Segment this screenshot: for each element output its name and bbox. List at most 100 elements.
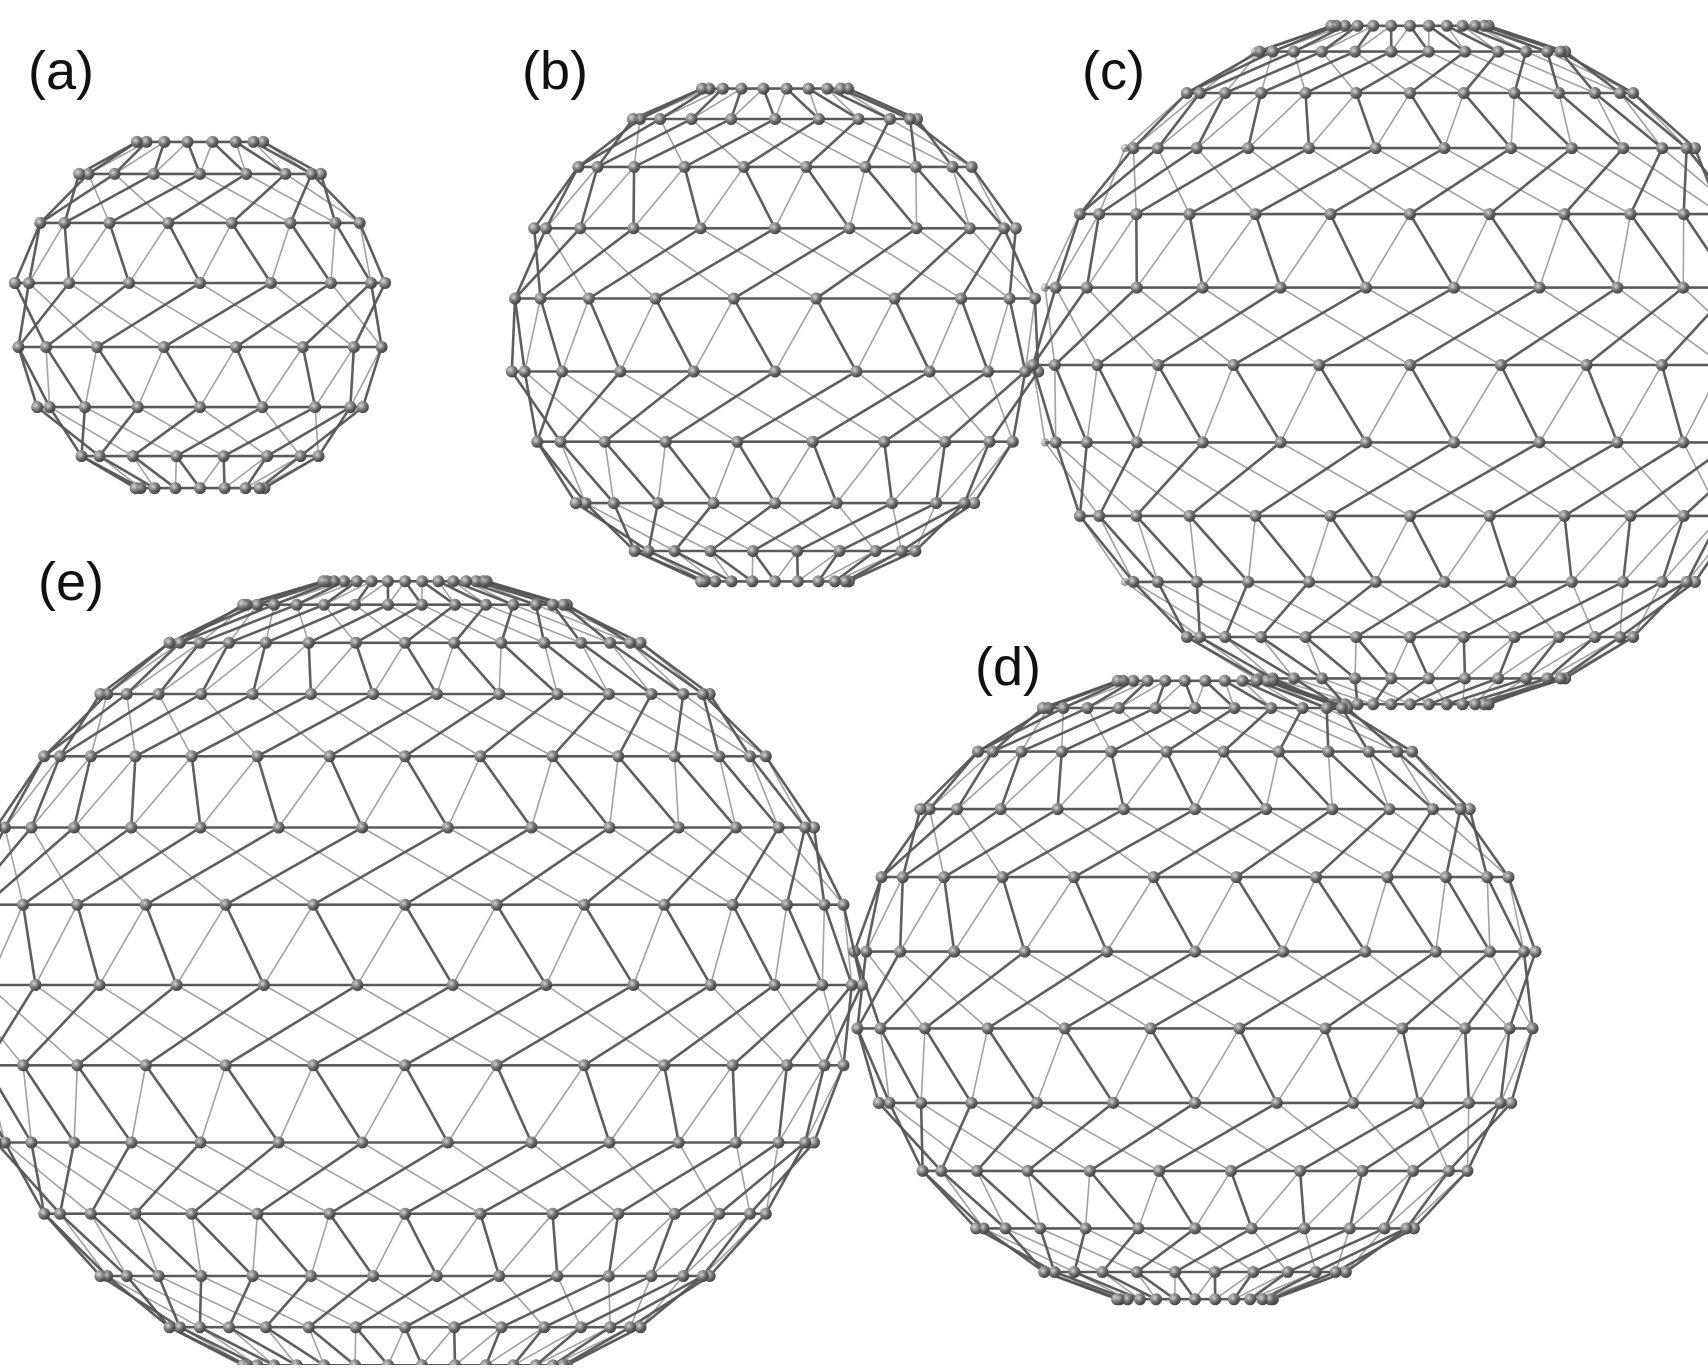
bond — [895, 299, 930, 372]
bond — [226, 1065, 279, 1142]
atom — [1461, 674, 1469, 682]
atom — [1393, 747, 1401, 755]
bond — [1252, 1171, 1300, 1229]
bond — [1402, 1028, 1418, 1103]
atom — [1613, 283, 1621, 291]
atom — [802, 163, 810, 171]
atom — [809, 438, 817, 446]
atom — [1387, 700, 1395, 708]
atom — [696, 224, 704, 232]
atom — [897, 547, 905, 555]
atom — [401, 1323, 409, 1331]
atom — [926, 367, 934, 375]
bond — [1137, 214, 1190, 288]
bond — [1055, 365, 1087, 442]
atom — [1616, 633, 1624, 641]
bond — [634, 119, 640, 167]
atom — [631, 547, 639, 555]
bond — [1410, 582, 1511, 637]
atom — [912, 163, 920, 171]
atom — [263, 452, 271, 460]
bond — [1074, 877, 1107, 952]
atom — [1279, 947, 1287, 955]
atom — [1461, 47, 1469, 55]
atom — [1, 1138, 9, 1146]
bond — [357, 905, 405, 985]
atom — [45, 403, 53, 411]
atom — [274, 1138, 282, 1146]
atom — [670, 547, 678, 555]
atom — [651, 294, 659, 302]
bond — [303, 347, 315, 407]
bond — [1203, 214, 1256, 288]
atom — [733, 438, 741, 446]
bond — [553, 1143, 679, 1214]
bond — [675, 503, 714, 551]
bond — [1037, 1028, 1065, 1103]
bond — [1388, 877, 1436, 952]
bond — [1410, 516, 1444, 582]
bond — [257, 694, 373, 756]
atom — [548, 752, 556, 760]
bond — [1028, 1103, 1114, 1171]
atom — [1352, 633, 1360, 641]
atom — [196, 279, 204, 287]
bond — [168, 223, 200, 283]
bond — [448, 1065, 497, 1142]
bond — [1366, 365, 1410, 442]
atom — [1136, 1295, 1144, 1303]
atom — [219, 452, 227, 460]
bond — [1300, 1171, 1304, 1229]
bond — [675, 756, 679, 827]
bond — [1465, 952, 1524, 1029]
bond — [373, 643, 405, 694]
atom — [812, 294, 820, 302]
atom — [1051, 361, 1059, 369]
atom — [401, 1061, 409, 1069]
atom — [1249, 1268, 1257, 1276]
atom — [172, 452, 180, 460]
atom — [293, 601, 301, 609]
bond — [1446, 877, 1490, 952]
bond — [880, 1028, 921, 1103]
bond — [1190, 516, 1197, 582]
atom — [1103, 947, 1111, 955]
bond — [766, 756, 805, 827]
atom — [614, 752, 622, 760]
atom — [1362, 438, 1370, 446]
bond — [1306, 93, 1309, 148]
bond — [131, 756, 135, 827]
bond — [77, 1065, 131, 1142]
atom — [172, 981, 180, 989]
bond — [537, 372, 562, 442]
bond — [1683, 214, 1684, 288]
bond — [1065, 952, 1195, 1029]
bond — [1327, 708, 1329, 752]
atom — [1369, 22, 1377, 30]
atom — [401, 1210, 409, 1218]
bond — [501, 1276, 609, 1327]
bond — [15, 223, 40, 283]
bond — [664, 905, 710, 985]
atom — [1369, 700, 1377, 708]
bond — [822, 985, 843, 1065]
bond — [1065, 1028, 1114, 1103]
atom — [1191, 1099, 1199, 1107]
atom — [1050, 1268, 1058, 1276]
bond — [454, 643, 499, 694]
bond — [1086, 1171, 1090, 1229]
atom — [1183, 89, 1191, 97]
atom — [1486, 947, 1494, 955]
atom — [1351, 47, 1359, 55]
bond — [0, 905, 23, 985]
bond — [733, 905, 775, 985]
bond — [531, 1065, 584, 1142]
atom — [331, 219, 339, 227]
bond — [581, 643, 609, 694]
atom — [476, 752, 484, 760]
bond — [1444, 93, 1464, 148]
bond — [480, 1214, 499, 1276]
atom — [243, 601, 251, 609]
bond — [1074, 1228, 1085, 1272]
atom — [985, 438, 993, 446]
